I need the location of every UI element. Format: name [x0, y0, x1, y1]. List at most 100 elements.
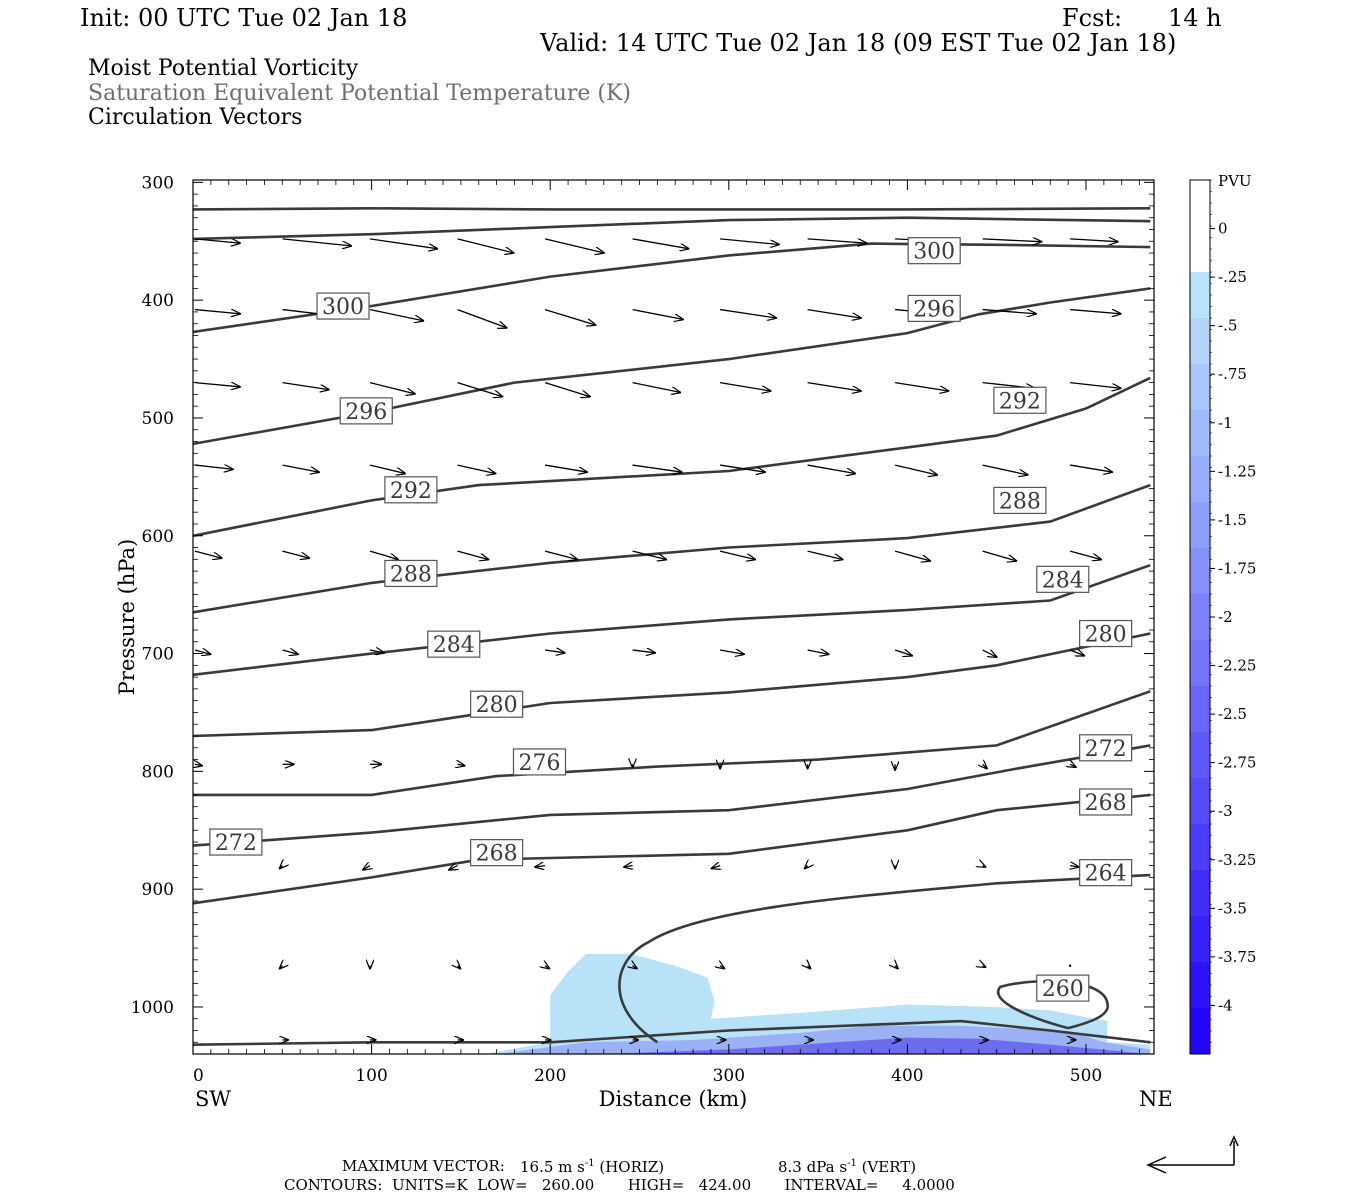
circulation-vector: [808, 966, 811, 969]
circulation-vector: [894, 650, 912, 656]
colorbar-swatch: [1190, 870, 1210, 917]
contour-line-284: [193, 563, 1151, 677]
valid-time: Valid: 14 UTC Tue 02 Jan 18 (09 EST Tue …: [540, 29, 1177, 57]
colorbar-title: PVU: [1218, 172, 1252, 190]
circulation-vector: [545, 966, 549, 969]
circulation-vector: [1069, 550, 1101, 559]
x-tick-label: 500: [1070, 1066, 1102, 1086]
forecast-label: Fcst:: [1062, 4, 1123, 32]
contour-label: 296: [339, 397, 393, 425]
circulation-vector: [807, 550, 843, 559]
contour-line-288: [193, 483, 1151, 614]
contour-label-text: 264: [1085, 862, 1127, 887]
circulation-vector: [544, 308, 595, 325]
circulation-vector: [1069, 650, 1084, 656]
colorbar-label: -.5: [1218, 317, 1237, 335]
circulation-vector: [1070, 464, 1112, 472]
forecast-hour: 14 h: [1168, 4, 1222, 32]
contour-label: 268: [1079, 788, 1133, 816]
circulation-vector: [457, 308, 507, 328]
circulation-vector: [282, 464, 319, 472]
y-tick-label: 900: [142, 880, 174, 900]
contour-label-text: 296: [345, 400, 387, 425]
circulation-vector: [1070, 239, 1118, 242]
circulation-vector: [369, 381, 415, 394]
reference-vector-icon: [1146, 1135, 1239, 1174]
circulation-vector: [194, 308, 240, 314]
x-tick-label: 0: [193, 1066, 204, 1086]
colorbar-swatch: [1190, 364, 1210, 411]
y-tick-label: 500: [142, 409, 174, 429]
contour-label-text: 268: [476, 842, 518, 867]
circulation-vector: [369, 238, 437, 249]
circulation-vector: [282, 238, 352, 246]
circulation-vector: [624, 866, 632, 867]
contour-label: 288: [384, 559, 438, 587]
circulation-vector: [194, 550, 222, 558]
circulation-vector: [369, 464, 405, 473]
circulation-vector: [544, 381, 590, 397]
circulation-vector: [983, 866, 986, 867]
circulation-vector: [1070, 381, 1120, 389]
contour-label-text: 292: [999, 389, 1041, 414]
colorbar-swatch: [1190, 410, 1210, 457]
circulation-vector: [807, 650, 829, 654]
circulation-vector: [632, 464, 682, 472]
contour-label-text: 292: [390, 479, 432, 504]
colorbar-swatch: [1190, 824, 1210, 871]
circulation-vector: [982, 308, 1036, 314]
circulation-vector: [719, 464, 765, 472]
y-tick-label: 300: [142, 173, 174, 193]
contour-label-text: 300: [913, 240, 955, 265]
circulation-vector: [807, 381, 861, 391]
vert-max-vector: 8.3 dPa s-1 (VERT): [778, 1158, 917, 1176]
contour-label: 276: [512, 748, 567, 776]
circulation-vector: [719, 381, 770, 391]
circulation-vector: [982, 650, 997, 657]
contour-label: 272: [209, 828, 263, 856]
circulation-vector: [983, 764, 987, 768]
colorbar-swatch: [1190, 686, 1210, 733]
contour-line-268: [193, 793, 1151, 905]
circulation-vector: [1070, 308, 1120, 314]
contour-label-text: 276: [518, 751, 560, 776]
contour-label-text: 280: [1085, 623, 1127, 648]
endpoint-left: SW: [195, 1087, 231, 1111]
contour-label-text: 284: [433, 633, 475, 658]
circulation-vector: [807, 308, 861, 318]
circulation-vector: [280, 966, 283, 969]
field-title-pv: Moist Potential Vorticity: [88, 56, 359, 81]
colorbar-label: -2.75: [1218, 754, 1256, 772]
circulation-vector: [719, 650, 744, 654]
circulation-vector: [632, 308, 683, 320]
contour-label: 292: [384, 476, 438, 504]
circulation-vector: [544, 238, 604, 253]
contour-line-272: [193, 744, 1151, 847]
y-axis-title: Pressure (hPa): [115, 539, 139, 695]
pv-region-deep: [605, 1037, 1150, 1054]
contour-line-296: [193, 287, 1151, 446]
colorbar-swatch: [1190, 548, 1210, 595]
horiz-max-vector: 16.5 m s-1 (HORIZ): [520, 1158, 665, 1176]
circulation-vector: [632, 238, 689, 249]
colorbar-swatch: [1190, 732, 1210, 779]
circulation-vector: [457, 381, 503, 397]
colorbar-swatch: [1190, 640, 1210, 687]
colorbar-label: -2.25: [1218, 657, 1256, 675]
circulation-vector: [194, 650, 210, 654]
y-tick-label: 600: [142, 527, 174, 547]
contour-label: 300: [907, 237, 961, 265]
circulation-vector: [719, 550, 755, 559]
contour-label: 284: [1036, 565, 1090, 593]
circulation-vector: [632, 650, 655, 653]
circulation-vector: [983, 966, 986, 967]
contour-label-text: 284: [1042, 568, 1084, 593]
circulation-vector: [632, 550, 667, 559]
colorbar-label: -1.25: [1218, 462, 1256, 480]
contour-label: 264: [1079, 859, 1133, 887]
contour-label: 280: [470, 690, 524, 718]
circulation-vector: [449, 866, 457, 870]
colorbar-swatch: [1190, 962, 1210, 1009]
contour-label: 268: [470, 839, 524, 867]
